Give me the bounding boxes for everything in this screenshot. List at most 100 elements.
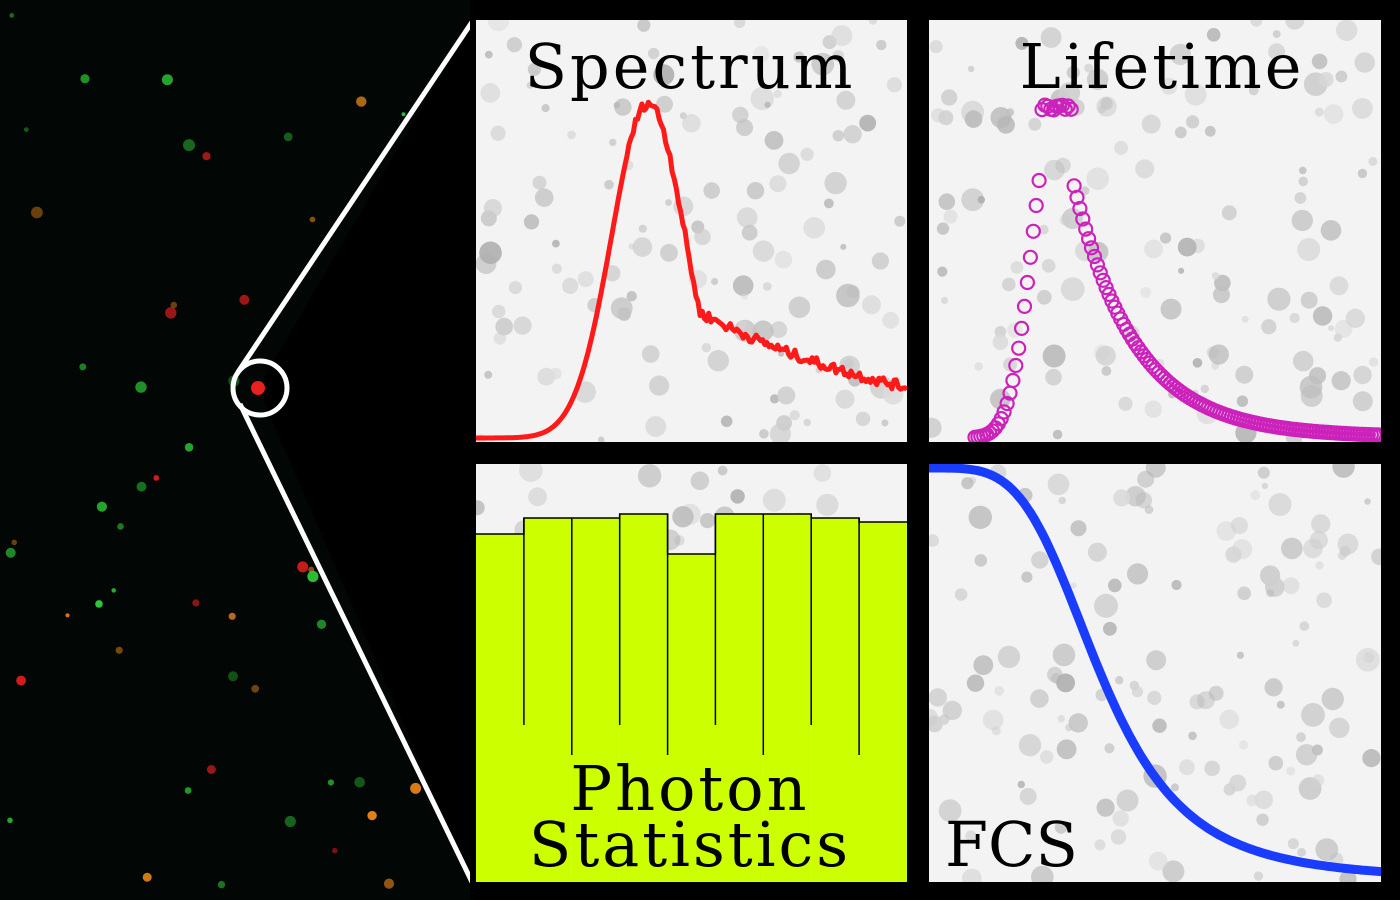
fluorescent-spot xyxy=(16,675,26,686)
fluorescent-spot xyxy=(217,880,226,889)
texture-blotch xyxy=(1145,464,1166,478)
histogram-bar xyxy=(619,514,668,882)
texture-blotch xyxy=(1116,789,1139,812)
texture-blotch xyxy=(1357,168,1368,179)
texture-blotch xyxy=(1241,315,1249,323)
texture-blotch xyxy=(1256,813,1269,826)
texture-blotch xyxy=(764,131,784,150)
lifetime-marker xyxy=(1075,211,1091,227)
texture-blotch xyxy=(490,125,506,141)
texture-blotch xyxy=(1253,871,1264,881)
histogram-bar xyxy=(571,518,620,882)
texture-blotch xyxy=(717,465,728,476)
histogram-outline xyxy=(476,513,907,555)
lifetime-marker xyxy=(1016,298,1033,314)
texture-blotch xyxy=(800,147,814,161)
texture-blotch xyxy=(1282,577,1300,595)
texture-blotch xyxy=(1297,238,1321,261)
texture-blotch xyxy=(862,295,881,315)
texture-blotch xyxy=(769,175,787,193)
fluorescent-spot xyxy=(7,817,13,824)
lifetime-marker xyxy=(1080,231,1097,247)
histogram-bar xyxy=(763,514,812,882)
texture-blotch xyxy=(811,52,835,76)
zoom-line-bottom xyxy=(237,402,475,884)
texture-blotch xyxy=(1094,839,1106,851)
texture-blotch xyxy=(1352,98,1373,119)
texture-blotch xyxy=(1315,561,1324,570)
texture-blotch xyxy=(966,674,985,692)
fluorescent-spot xyxy=(80,74,90,84)
texture-blotch xyxy=(1315,838,1339,861)
texture-blotch xyxy=(1268,43,1286,61)
fluorescent-spot xyxy=(332,847,338,854)
texture-blotch xyxy=(1160,78,1178,95)
texture-blotch xyxy=(1006,108,1015,117)
texture-blotch xyxy=(526,81,534,89)
texture-blotch xyxy=(480,83,501,103)
fcs-curve xyxy=(929,464,1381,877)
fluorescent-spot xyxy=(9,13,15,18)
fluorescent-spot xyxy=(309,216,316,223)
texture-blotch xyxy=(609,138,617,147)
texture-blotch xyxy=(824,198,834,209)
texture-blotch xyxy=(1094,593,1118,618)
texture-blotch xyxy=(1257,466,1270,479)
texture-blotch xyxy=(1028,117,1042,131)
texture-blotch xyxy=(1086,167,1109,190)
texture-blotch xyxy=(1044,159,1065,181)
texture-blotch xyxy=(1221,205,1237,221)
fluorescent-spot xyxy=(165,307,177,319)
texture-blotch xyxy=(1065,723,1073,732)
texture-blotch xyxy=(645,416,667,437)
texture-blotch xyxy=(965,830,977,842)
texture-blotch xyxy=(816,493,839,516)
texture-blotch xyxy=(788,296,811,319)
histogram-bar xyxy=(811,518,860,882)
texture-blotch xyxy=(1204,760,1220,777)
texture-blotch xyxy=(1177,237,1197,257)
texture-blotch xyxy=(703,182,720,199)
texture-blotch xyxy=(1250,20,1263,27)
texture-blotch xyxy=(1333,333,1343,342)
texture-blotch xyxy=(881,419,889,427)
texture-blotch xyxy=(1311,744,1323,756)
texture-blotch xyxy=(974,362,983,371)
texture-blotch xyxy=(1329,717,1350,738)
texture-blotch xyxy=(1298,176,1308,187)
zoom-line-top xyxy=(235,20,475,374)
texture-blotch xyxy=(803,418,811,427)
texture-blotch xyxy=(1332,464,1355,478)
texture-blotch xyxy=(1268,493,1292,516)
fluorescent-spot xyxy=(183,139,195,152)
texture-blotch xyxy=(562,277,579,294)
fluorescent-spot xyxy=(354,777,366,788)
histogram-bar xyxy=(859,522,907,882)
lifetime-marker xyxy=(1372,427,1381,442)
texture-blotch xyxy=(1236,395,1249,407)
lifetime-marker xyxy=(1005,372,1021,389)
texture-blotch xyxy=(1196,691,1215,710)
texture-blotch xyxy=(484,370,493,379)
texture-blotch xyxy=(1250,490,1261,501)
texture-blotch xyxy=(528,487,547,507)
texture-blotch xyxy=(941,296,949,304)
texture-blotch xyxy=(736,119,754,137)
lifetime-marker xyxy=(1028,197,1044,214)
texture-blotch xyxy=(1328,325,1335,332)
texture-blotch xyxy=(1336,20,1358,41)
texture-blotch xyxy=(1135,492,1153,509)
texture-blotch xyxy=(1186,115,1200,129)
texture-blotch xyxy=(1101,366,1112,376)
texture-blotch xyxy=(492,304,506,319)
texture-blotch xyxy=(1127,563,1149,585)
texture-blotch xyxy=(1237,586,1251,601)
texture-blotch xyxy=(773,89,782,98)
texture-blotch xyxy=(1184,83,1207,106)
lifetime-title: Lifetime xyxy=(1020,30,1305,103)
texture-blotch xyxy=(551,263,562,274)
texture-blotch xyxy=(816,259,836,280)
texture-blotch xyxy=(1291,209,1314,232)
texture-blotch xyxy=(1268,755,1284,771)
fluorescent-spot xyxy=(142,872,152,882)
